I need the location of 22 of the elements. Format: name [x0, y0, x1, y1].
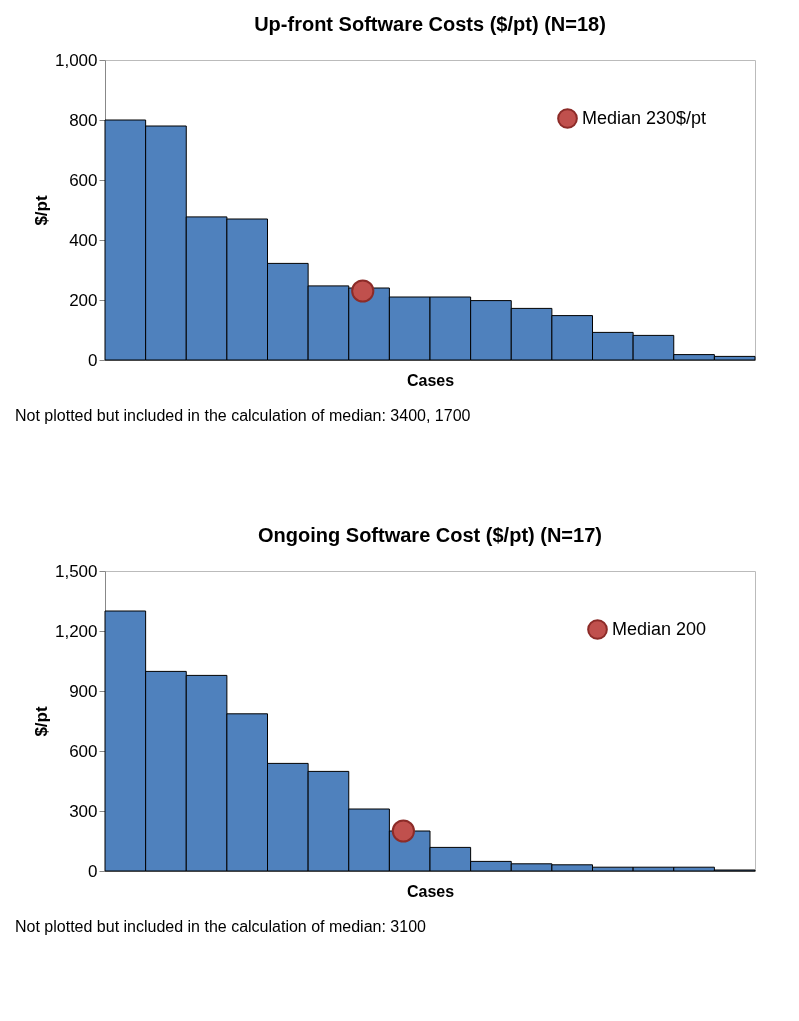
y-tick-label: 1,000: [54, 50, 98, 70]
y-tick-label: 1,500: [54, 561, 98, 581]
y-tick-label: 400: [69, 230, 98, 250]
y-tick-label: 1,200: [54, 621, 98, 641]
y-axis-title: $/pt: [31, 706, 51, 737]
y-tick-label: 200: [69, 290, 98, 310]
y-tick-label: 600: [69, 741, 98, 761]
chart-title: Ongoing Software Cost ($/pt) (N=17): [258, 524, 602, 546]
x-axis-title: Cases: [406, 882, 455, 900]
y-tick-label: 800: [69, 110, 98, 130]
y-tick-label: 900: [69, 681, 98, 701]
y-tick-label: 0: [88, 861, 98, 881]
chart-title: Up-front Software Costs ($/pt) (N=18): [254, 13, 606, 35]
y-axis-title: $/pt: [31, 195, 51, 226]
y-tick-label: 600: [69, 170, 98, 190]
text: Not plotted but included in the calculation of median: 3400, 1700: [15, 407, 471, 424]
y-tick-label: 300: [69, 801, 98, 821]
y-tick-label: 0: [88, 350, 98, 370]
text: Not plotted but included in the calculation of median: 3100: [15, 918, 427, 935]
legend-label: Median 200: [612, 618, 707, 639]
x-axis-title: Cases: [406, 371, 455, 389]
legend-label: Median 230$/pt: [582, 107, 707, 128]
